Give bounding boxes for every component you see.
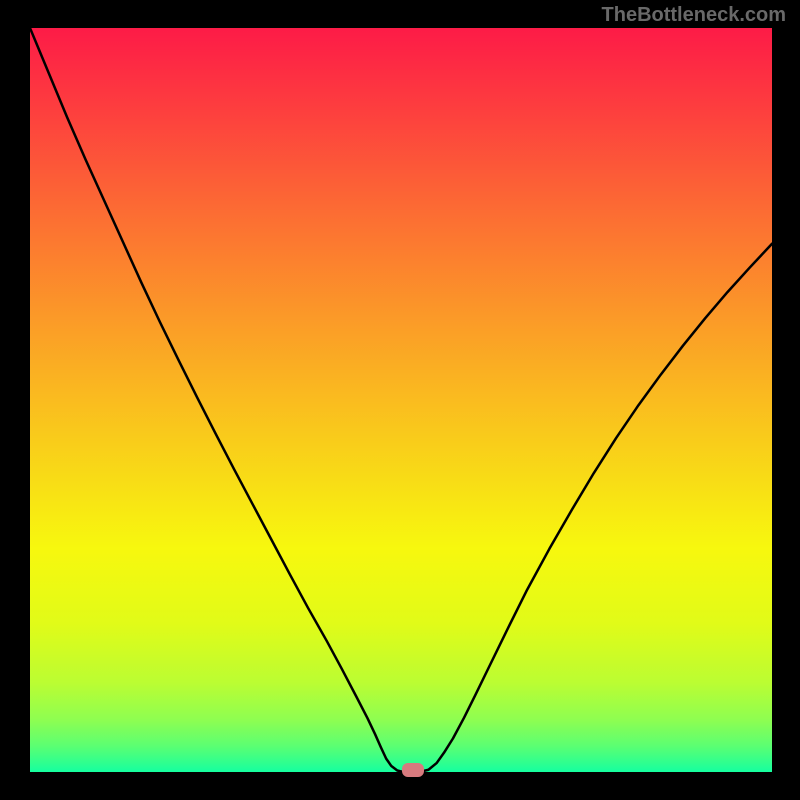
- bottleneck-curve: [30, 28, 772, 772]
- plot-area: [30, 28, 772, 772]
- optimal-point-marker: [402, 763, 424, 777]
- watermark-text: TheBottleneck.com: [602, 4, 786, 27]
- chart-container: TheBottleneck.com: [0, 0, 800, 800]
